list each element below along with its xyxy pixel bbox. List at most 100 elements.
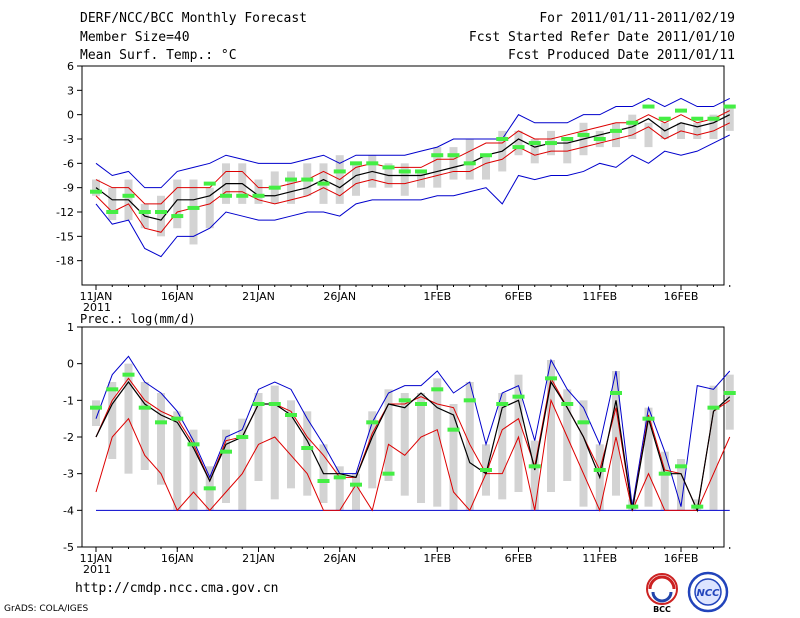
forecast-produced-date: Fcst Produced Date 2011/01/11 xyxy=(508,48,735,63)
spread-box xyxy=(108,187,117,221)
median-marker xyxy=(301,177,314,182)
plot-frame xyxy=(81,65,725,286)
median-marker xyxy=(236,435,249,439)
spread-box xyxy=(644,122,653,148)
spread-box xyxy=(433,378,442,507)
series-lower-line xyxy=(95,122,730,233)
spread-box xyxy=(725,106,734,131)
series-min-line xyxy=(95,134,730,258)
spread-box xyxy=(725,374,734,430)
spread-box xyxy=(173,179,182,229)
median-marker xyxy=(366,161,379,166)
median-marker xyxy=(350,482,362,487)
median-marker xyxy=(317,479,330,483)
x-tick-label: 16JAN xyxy=(161,290,194,303)
spread-box xyxy=(140,382,149,470)
spread-box xyxy=(644,407,653,507)
forecast-title: DERF/NCC/BCC Monthly Forecast xyxy=(80,11,307,26)
y-tick-label: 3 xyxy=(67,84,74,97)
y-tick-label: -3 xyxy=(63,133,74,146)
x-tick-label: 26JAN xyxy=(323,552,356,565)
y-tick-label: -15 xyxy=(56,230,74,243)
spread-box xyxy=(547,360,555,492)
y-tick-label: 0 xyxy=(67,109,74,122)
median-marker xyxy=(691,116,704,121)
median-marker xyxy=(496,402,509,406)
median-marker xyxy=(187,205,200,210)
median-marker xyxy=(301,446,314,450)
median-marker xyxy=(723,104,736,109)
x-tick-label: 26JAN xyxy=(323,290,356,303)
median-marker xyxy=(512,145,525,150)
median-marker xyxy=(268,402,281,406)
median-marker xyxy=(431,153,444,158)
median-marker xyxy=(155,210,167,214)
median-marker xyxy=(658,116,671,121)
spread-box xyxy=(287,171,295,204)
median-marker xyxy=(528,464,541,469)
x-tick-label: 11FEB xyxy=(582,290,617,303)
spread-box xyxy=(92,179,100,196)
median-marker xyxy=(658,471,671,476)
x-tick-label: 2011 xyxy=(83,563,111,576)
median-marker xyxy=(577,132,590,137)
series-mean-line xyxy=(95,380,731,513)
series-mean-line xyxy=(95,114,731,221)
median-marker xyxy=(528,141,541,146)
spread-box xyxy=(465,382,474,511)
x-tick-label: 11FEB xyxy=(582,552,617,565)
grads-credit: GrADS: COLA/IGES xyxy=(4,604,89,614)
median-marker xyxy=(447,427,460,432)
x-tick-label: 11JAN xyxy=(80,290,113,303)
y-tick-label: -12 xyxy=(56,206,74,219)
median-marker xyxy=(220,449,232,454)
x-tick-label: 11JAN xyxy=(80,552,113,565)
spread-box xyxy=(417,393,425,503)
spread-box xyxy=(205,187,214,229)
median-marker xyxy=(593,137,606,141)
median-marker xyxy=(90,405,102,410)
median-marker xyxy=(480,468,492,472)
spread-box xyxy=(612,122,620,148)
x-tick-label: 16FEB xyxy=(664,290,699,303)
median-marker xyxy=(593,468,606,472)
spread-box xyxy=(222,429,230,503)
y-tick-label: 1 xyxy=(67,321,74,334)
x-tick-label: 16FEB xyxy=(664,552,699,565)
spread-box xyxy=(352,473,360,511)
median-marker xyxy=(496,137,509,141)
spread-box xyxy=(352,163,360,196)
median-marker xyxy=(138,210,151,214)
series-max-line xyxy=(95,97,730,189)
spread-box xyxy=(677,459,685,511)
x-tick-label: 16JAN xyxy=(161,552,194,565)
median-marker xyxy=(415,169,427,174)
median-marker xyxy=(171,214,184,219)
y-tick-label: -2 xyxy=(63,431,74,444)
median-marker xyxy=(285,177,297,182)
spread-box xyxy=(368,411,377,489)
median-marker xyxy=(398,398,411,403)
x-tick-label: 6FEB xyxy=(505,552,533,565)
median-marker xyxy=(220,193,232,198)
source-url[interactable]: http://cmdp.ncc.cma.gov.cn xyxy=(75,581,279,596)
median-marker xyxy=(610,391,622,395)
spread-box xyxy=(449,147,458,180)
spread-box xyxy=(189,179,198,245)
median-marker xyxy=(252,193,265,198)
x-tick-label: 1FEB xyxy=(423,290,451,303)
median-marker xyxy=(285,413,297,417)
spread-box xyxy=(660,451,669,511)
median-marker xyxy=(463,161,476,166)
spread-box xyxy=(303,411,312,496)
spread-box xyxy=(449,404,458,511)
spread-box xyxy=(173,411,182,511)
median-marker xyxy=(366,420,379,425)
spread-box xyxy=(709,114,718,139)
series-lower-line xyxy=(95,398,731,512)
x-tick-label: 21JAN xyxy=(242,290,275,303)
median-marker xyxy=(642,104,655,109)
median-marker xyxy=(691,504,704,509)
median-marker xyxy=(431,387,444,392)
